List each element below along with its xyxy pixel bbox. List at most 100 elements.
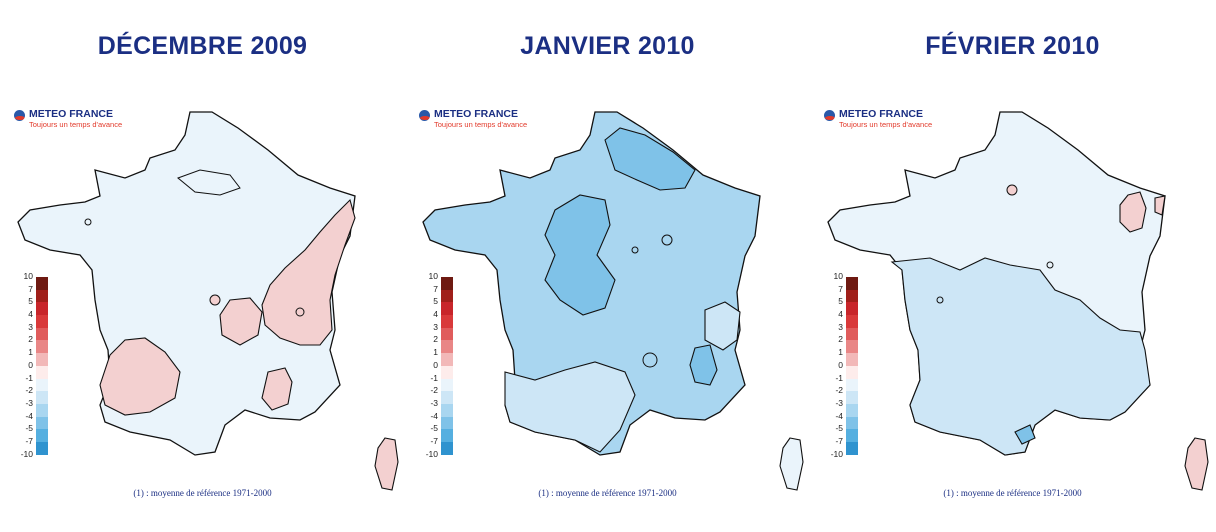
scale-cell (36, 353, 48, 366)
scale-cell (36, 365, 48, 379)
scale-label: -1 (835, 372, 843, 383)
scale-label: 4 (433, 309, 438, 320)
brand-name: METEO FRANCE (29, 108, 113, 120)
scale-cell (846, 315, 858, 328)
panel-title: DÉCEMBRE 2009 (97, 32, 308, 60)
scale-label: -4 (25, 410, 33, 421)
scale-label: -4 (835, 410, 843, 421)
scale-label: 7 (433, 283, 438, 294)
anomaly-region-gulf (1014, 424, 1036, 445)
scale-cell (441, 327, 453, 341)
panel-february-2010: FÉVRIER 2010 METEO FRANCE Toujours un te… (810, 0, 1215, 532)
scale-label: -10 (830, 448, 843, 459)
color-scale (36, 277, 48, 455)
scale-cell (846, 327, 858, 341)
scale-cell (36, 441, 48, 455)
scale-label: 1 (838, 347, 843, 358)
brand-name: METEO FRANCE (434, 108, 518, 120)
scale-label: 2 (433, 334, 438, 345)
meteo-france-logo-icon (14, 110, 25, 121)
scale-label: 10 (23, 271, 33, 281)
scale-cell (36, 327, 48, 341)
scale-label: -5 (430, 423, 438, 434)
scale-cell (441, 391, 453, 404)
scale-cell (36, 429, 48, 442)
scale-cell (36, 277, 48, 290)
scale-cell (441, 340, 453, 354)
scale-cell (846, 365, 858, 379)
scale-cell (441, 429, 453, 442)
scale-cell (441, 302, 453, 316)
scale-cell (36, 315, 48, 328)
scale-label: -3 (430, 397, 438, 408)
france-anomaly-map (422, 111, 804, 491)
scale-label: -5 (25, 423, 33, 434)
panel-december-2009: DÉCEMBRE 2009 METEO FRANCE Toujours un t… (0, 0, 405, 532)
scale-cell (846, 416, 858, 430)
scale-cell (36, 391, 48, 404)
scale-labels: 10 7 5 4 3 2 1 0 -1 -2 -3 -4 -5 -7 -10 (826, 270, 843, 460)
scale-cell (846, 391, 858, 404)
scale-label: 4 (838, 309, 843, 320)
anomaly-region-north (604, 127, 696, 191)
scale-label: 10 (833, 271, 843, 281)
scale-label: 0 (838, 359, 843, 370)
anomaly-region-east (261, 198, 356, 346)
scale-label: 5 (838, 296, 843, 307)
scale-label: -2 (430, 385, 438, 396)
scale-label: -10 (425, 448, 438, 459)
scale-label: 5 (433, 296, 438, 307)
scale-label: 1 (28, 347, 33, 358)
scale-label: -1 (25, 372, 33, 383)
scale-label: 2 (28, 334, 33, 345)
scale-cell (441, 277, 453, 290)
scale-cell (846, 403, 858, 417)
france-anomaly-map (17, 111, 399, 491)
scale-cell (36, 378, 48, 392)
scale-cell (36, 302, 48, 316)
anomaly-region-northeast-edge (1154, 195, 1166, 216)
scale-cell (846, 302, 858, 316)
scale-label: 7 (838, 283, 843, 294)
scale-label: -3 (25, 397, 33, 408)
anomaly-region-east (704, 301, 741, 351)
scale-cell (846, 378, 858, 392)
scale-label: 5 (28, 296, 33, 307)
anomaly-region-center (544, 194, 616, 316)
anomaly-region-south (890, 257, 1151, 456)
scale-label: 3 (28, 321, 33, 332)
scale-cell (36, 340, 48, 354)
scale-label: -7 (25, 435, 33, 446)
scale-cell (846, 277, 858, 290)
corsica (374, 437, 399, 491)
scale-cell (441, 315, 453, 328)
france-anomaly-map (827, 111, 1209, 491)
anomaly-region-northeast (1119, 191, 1147, 233)
scale-cell (36, 403, 48, 417)
meteo-france-logo-icon (419, 110, 430, 121)
scale-label: -1 (430, 372, 438, 383)
anomaly-region-center (219, 297, 263, 346)
scale-label: 2 (838, 334, 843, 345)
panel-january-2010: JANVIER 2010 METEO FRANCE Toujours un te… (405, 0, 810, 532)
scale-label: -10 (20, 448, 33, 459)
scale-label: -4 (430, 410, 438, 421)
scale-cell (846, 429, 858, 442)
brand-tagline: Toujours un temps d'avance (434, 120, 528, 129)
scale-labels: 10 7 5 4 3 2 1 0 -1 -2 -3 -4 -5 -7 -10 (16, 270, 33, 460)
footnote: (1) : moyenne de référence 1971-2000 (538, 488, 677, 498)
footnote: (1) : moyenne de référence 1971-2000 (943, 488, 1082, 498)
panel-title: FÉVRIER 2010 (925, 32, 1100, 60)
scale-label: -7 (835, 435, 843, 446)
scale-cell (441, 416, 453, 430)
scale-label: -5 (835, 423, 843, 434)
scale-label: 0 (433, 359, 438, 370)
contour-north (177, 169, 241, 196)
scale-cell (441, 289, 453, 303)
color-scale (846, 277, 858, 455)
brand-tagline: Toujours un temps d'avance (839, 120, 933, 129)
anomaly-region-alps (261, 367, 293, 411)
scale-cell (441, 441, 453, 455)
scale-cell (441, 378, 453, 392)
scale-label: 10 (428, 271, 438, 281)
